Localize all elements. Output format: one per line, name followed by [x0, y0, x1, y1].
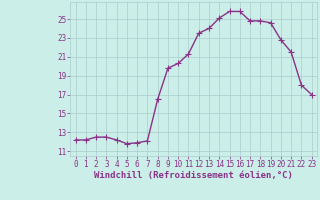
- X-axis label: Windchill (Refroidissement éolien,°C): Windchill (Refroidissement éolien,°C): [94, 171, 293, 180]
